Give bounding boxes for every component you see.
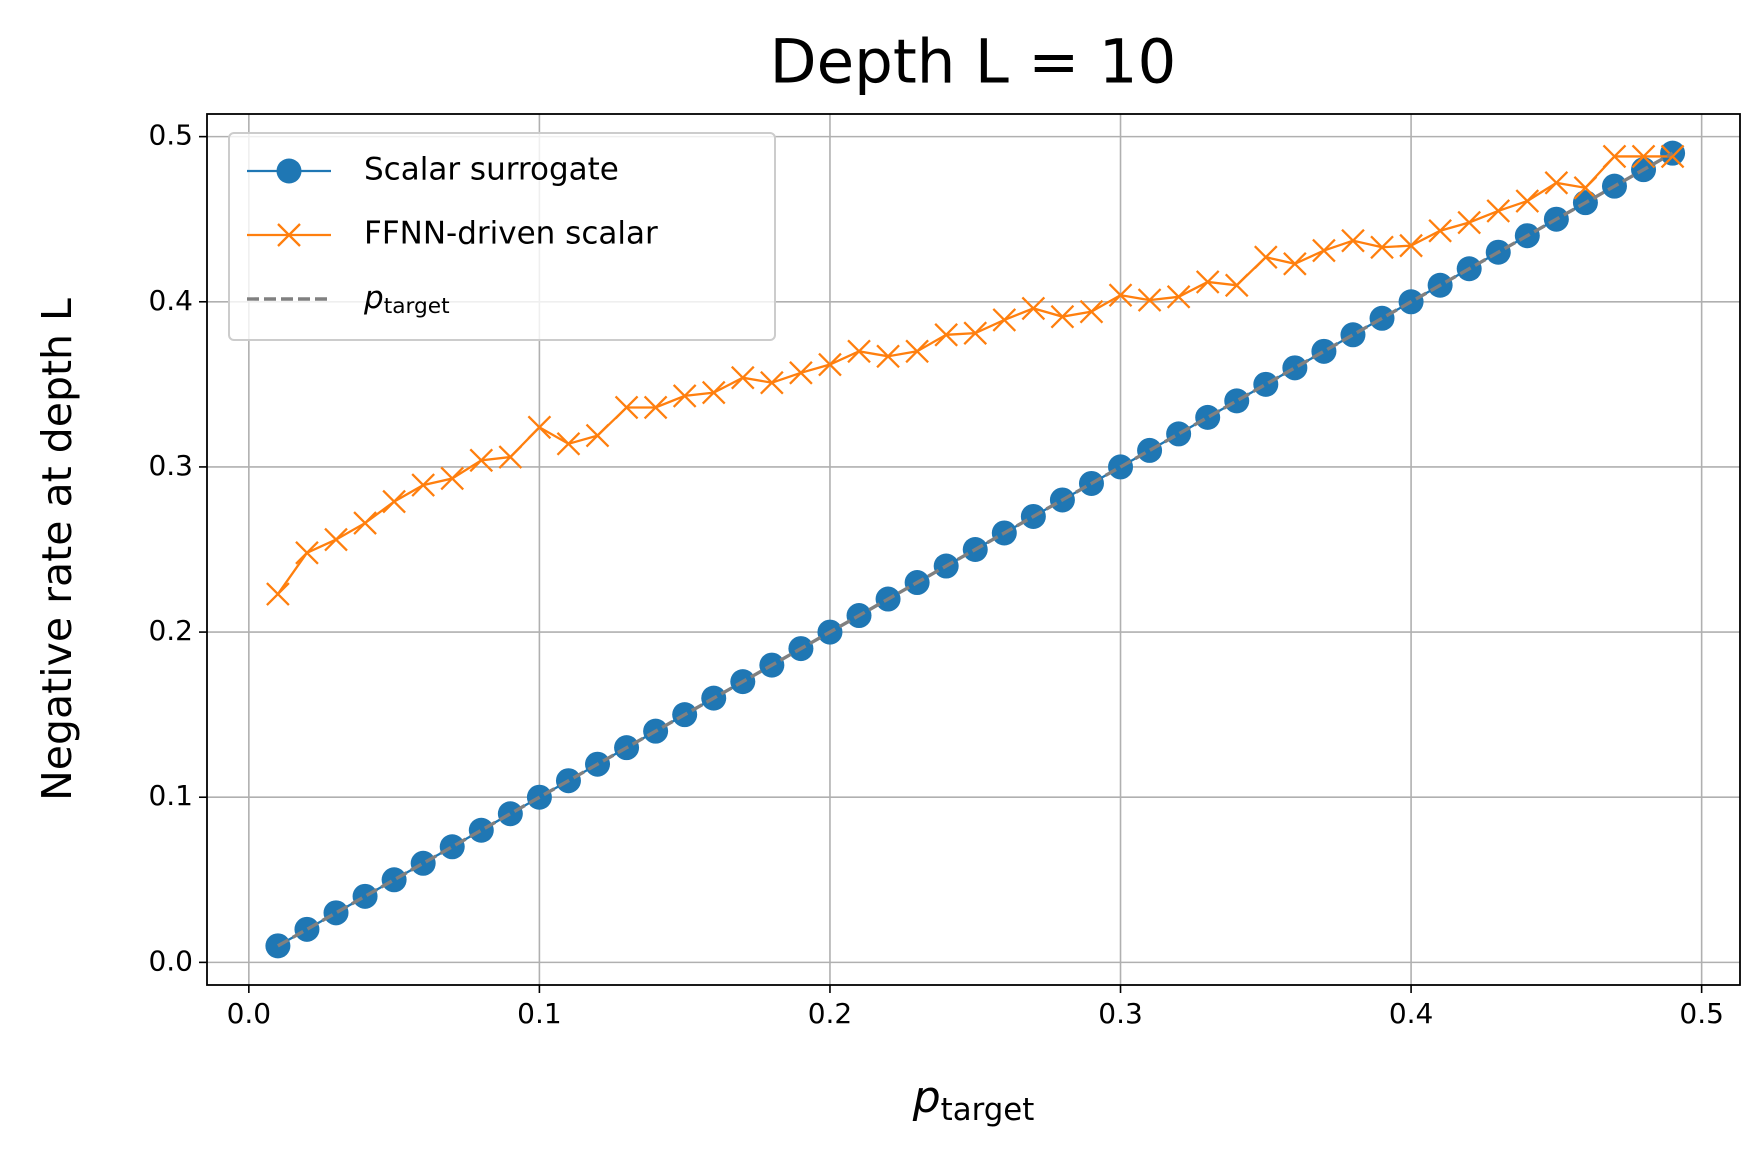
point [1631,144,1656,169]
point [992,308,1017,332]
point [1050,304,1075,329]
label-subscript: target [941,1092,1035,1128]
point [295,540,319,565]
point [1544,171,1569,195]
point [381,867,407,893]
point [1370,235,1394,260]
point [1108,283,1133,307]
point [498,445,523,469]
point [1282,355,1308,381]
point [1253,371,1279,397]
point [440,466,465,491]
point [672,384,697,408]
point [1573,176,1598,200]
point [382,489,406,514]
y-tick-label: 0.4 [148,284,193,317]
point [1399,233,1423,258]
point [1369,305,1395,331]
axes-frame [206,113,1741,986]
point [963,321,988,345]
point [469,448,494,473]
point [1137,437,1163,463]
point [1166,421,1192,447]
point [1166,285,1191,309]
point [643,395,668,420]
point [614,395,639,420]
series-line [277,151,1674,948]
point [1224,273,1249,298]
y-tick-label: 0.2 [148,614,193,647]
label-symbol: p [912,1072,941,1123]
point [556,431,581,456]
point [1283,251,1307,276]
chart-title: Depth L = 10 [770,27,1177,98]
point [1253,245,1278,269]
y-tick-label: 0.5 [148,119,193,152]
point [410,850,436,876]
point [730,365,755,390]
legend-box [228,132,776,341]
legend-marker [277,223,301,247]
point [1195,270,1220,294]
y-tick-label: 0.1 [148,779,193,812]
label-subscript: target [384,294,450,319]
y-tick-label: 0.3 [148,449,193,482]
point [1021,296,1046,321]
point [1311,338,1337,364]
point [876,344,900,369]
point [1515,189,1540,213]
point [905,339,929,364]
point [352,883,378,909]
legend-marker [276,158,302,184]
point [1428,218,1452,243]
point [585,423,610,448]
point [1224,388,1250,414]
point [497,801,523,827]
x-tick-label: 0.3 [1098,997,1143,1030]
point [323,900,349,926]
x-axis-label: ptarget [912,1072,1035,1128]
point [1079,299,1104,324]
point [1195,404,1221,430]
point [934,322,959,347]
label-symbol: p [363,280,384,316]
point [818,352,842,377]
y-tick-label: 0.0 [148,944,193,977]
point [439,834,465,860]
point [1137,288,1162,312]
x-tick-label: 0.5 [1679,997,1724,1030]
point [701,380,726,405]
point [1312,238,1336,263]
x-tick-label: 0.0 [227,997,272,1030]
point [789,360,813,385]
point [294,916,320,942]
point [468,817,494,843]
x-tick-label: 0.4 [1389,997,1434,1030]
point [324,527,348,552]
point [760,370,784,395]
point [1340,322,1366,348]
point [1660,144,1685,169]
point [527,415,552,440]
point [1602,144,1627,169]
legend-label: Scalar surrogate [364,152,619,188]
legend-label: ptarget [363,280,450,319]
point [1341,228,1365,253]
point [1486,199,1511,223]
x-tick-label: 0.1 [517,997,562,1030]
point [411,473,435,497]
point [266,582,290,606]
x-tick-label: 0.2 [808,997,853,1030]
point [1457,210,1482,235]
legend-label: FFNN-driven scalar [364,216,658,252]
y-axis-label: Negative rate at depth L [33,298,81,801]
point [847,339,871,364]
point [353,511,377,535]
